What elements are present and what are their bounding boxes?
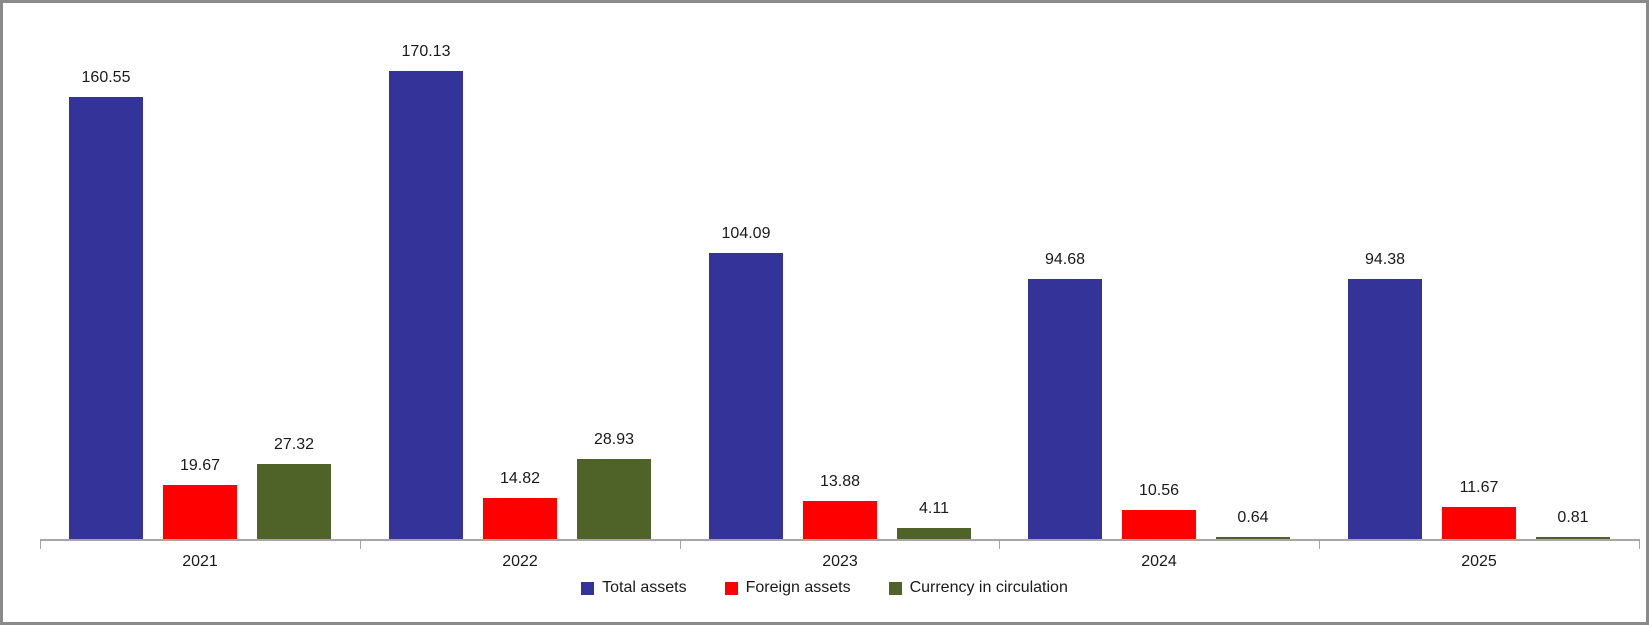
bar-value-label: 104.09 bbox=[721, 225, 771, 242]
bar-chart: 2021 160.55 19.67 27.32 2022 170.13 14.82 28.93… bbox=[3, 3, 1646, 622]
bar-foreign-assets-2022 bbox=[483, 498, 557, 539]
legend-swatch-icon bbox=[724, 581, 738, 595]
bar-total-assets-2021 bbox=[69, 97, 143, 539]
bar-value-label: 170.13 bbox=[401, 43, 451, 60]
legend-label: Foreign assets bbox=[745, 579, 851, 596]
bar-foreign-assets-2025 bbox=[1442, 507, 1516, 539]
bar-currency-in-circulation-2021 bbox=[257, 464, 331, 539]
bar-foreign-assets-2023 bbox=[803, 501, 877, 539]
x-axis-category-label: 2023 bbox=[822, 553, 858, 570]
bar-value-label: 11.67 bbox=[1459, 479, 1499, 496]
legend-swatch-icon bbox=[888, 581, 902, 595]
x-axis-category-label: 2025 bbox=[1461, 553, 1497, 570]
chart-legend: Total assets Foreign assets Currency in ci… bbox=[3, 579, 1646, 597]
legend-label: Total assets bbox=[602, 579, 687, 596]
x-axis-category-label: 2024 bbox=[1141, 553, 1177, 570]
bar-value-label: 13.88 bbox=[819, 473, 861, 490]
bar-total-assets-2024 bbox=[1028, 279, 1102, 539]
bar-currency-in-circulation-2025 bbox=[1536, 537, 1610, 539]
x-axis-tick bbox=[40, 539, 41, 549]
legend-label: Currency in circulation bbox=[909, 579, 1068, 596]
bar-value-label: 94.38 bbox=[1364, 251, 1406, 268]
legend-item-currency-in-circulation: Currency in circulation bbox=[888, 579, 1068, 597]
bar-value-label: 19.67 bbox=[179, 457, 221, 474]
bar-currency-in-circulation-2023 bbox=[897, 528, 971, 539]
x-axis-tick bbox=[999, 539, 1000, 549]
bar-value-label: 10.56 bbox=[1138, 482, 1180, 499]
x-axis-line bbox=[40, 539, 1639, 541]
bar-value-label: 160.55 bbox=[81, 69, 131, 86]
x-axis-tick bbox=[1319, 539, 1320, 549]
x-axis-tick bbox=[1639, 539, 1640, 549]
bar-currency-in-circulation-2024 bbox=[1216, 537, 1290, 539]
legend-swatch-icon bbox=[581, 581, 595, 595]
bar-foreign-assets-2021 bbox=[163, 485, 237, 539]
bar-total-assets-2022 bbox=[389, 71, 463, 539]
bar-value-label: 14.82 bbox=[499, 470, 541, 487]
bar-value-label: 0.81 bbox=[1557, 509, 1589, 526]
bar-total-assets-2023 bbox=[709, 253, 783, 539]
x-axis-category-label: 2022 bbox=[502, 553, 538, 570]
legend-item-foreign-assets: Foreign assets bbox=[724, 579, 851, 597]
x-axis-tick bbox=[360, 539, 361, 549]
bar-value-label: 0.64 bbox=[1237, 509, 1269, 526]
legend-item-total-assets: Total assets bbox=[581, 579, 687, 597]
bar-currency-in-circulation-2022 bbox=[577, 459, 651, 539]
bar-value-label: 28.93 bbox=[593, 431, 635, 448]
x-axis-category-label: 2021 bbox=[182, 553, 218, 570]
x-axis-tick bbox=[680, 539, 681, 549]
bar-value-label: 4.11 bbox=[919, 500, 949, 517]
bar-value-label: 27.32 bbox=[273, 436, 315, 453]
bar-foreign-assets-2024 bbox=[1122, 510, 1196, 539]
bar-value-label: 94.68 bbox=[1044, 251, 1086, 268]
bar-total-assets-2025 bbox=[1348, 279, 1422, 539]
